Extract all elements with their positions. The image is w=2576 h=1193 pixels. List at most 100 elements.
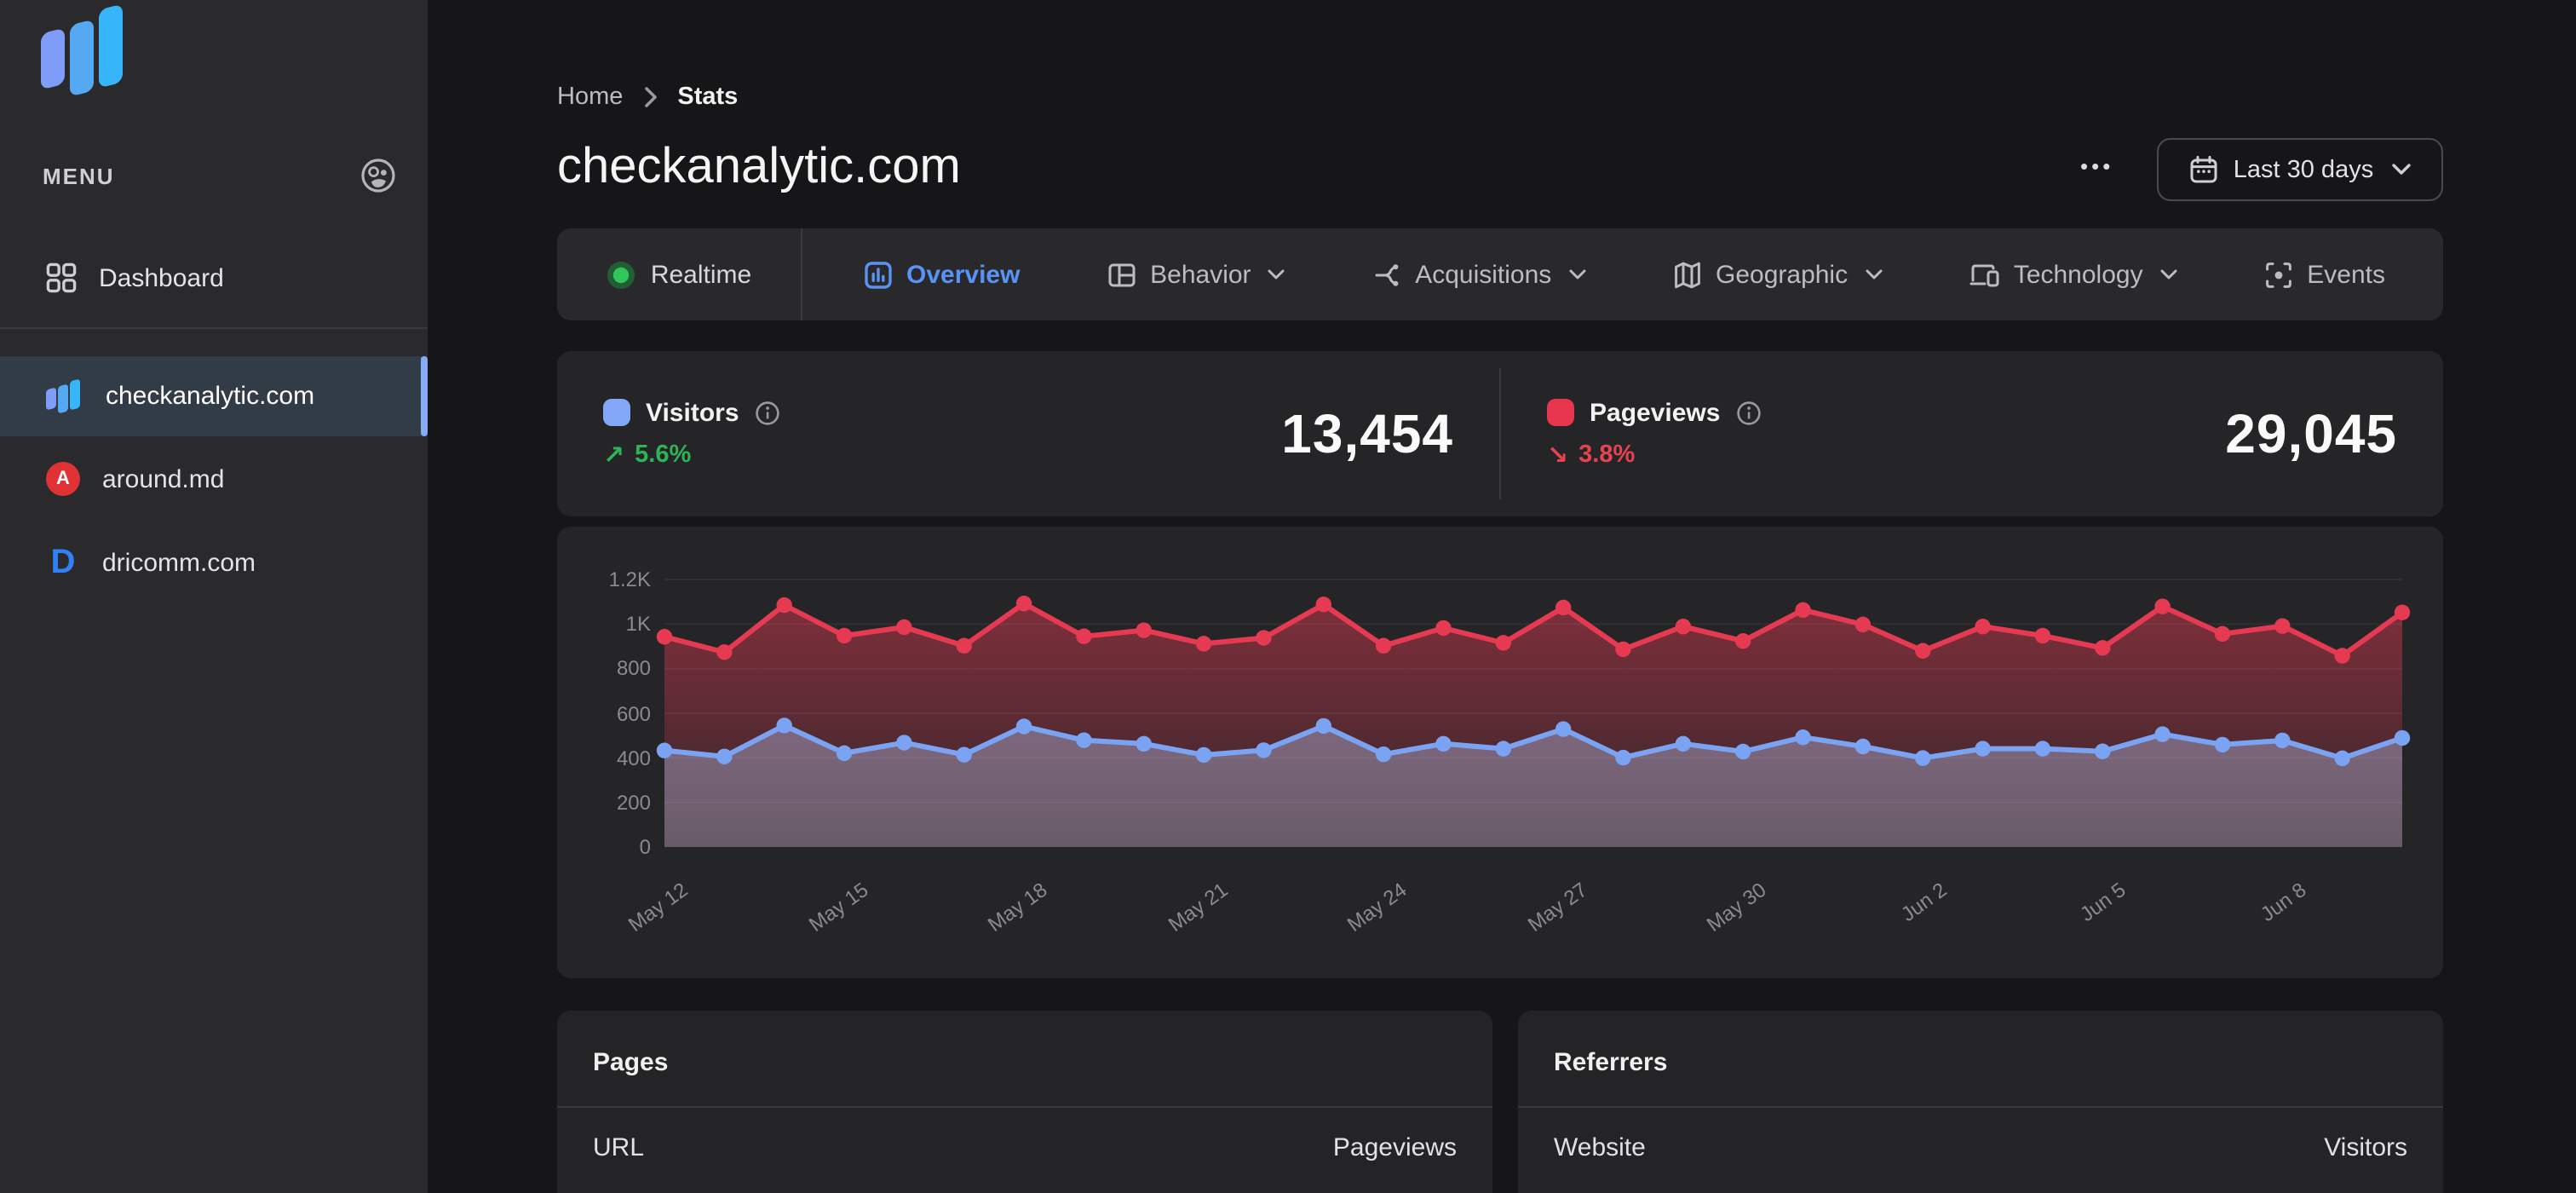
geographic-map-icon [1675,261,1700,288]
chevron-down-icon [1865,269,1882,280]
x-tick-label: May 27 [1522,878,1591,937]
menu-label: MENU [43,163,115,188]
visitors-value: 13,454 [1281,402,1453,464]
y-tick-label: 1.2K [608,568,651,591]
x-tick-label: May 21 [1163,878,1232,937]
pages-panel-title: Pages [593,1048,669,1077]
info-icon[interactable] [1735,400,1761,425]
menu-header: MENU [43,153,397,198]
tab-events[interactable]: Events [2264,260,2385,289]
tab-acquisitions[interactable]: Acquisitions [1372,260,1585,289]
chart-x-axis: May 12 May 15 May 18 May 21 May 24 May 27 May … [624,854,2402,956]
acquisitions-branch-icon [1374,263,1398,285]
sidebar-site-around[interactable]: A around.md [0,440,428,518]
y-tick-label: 0 [639,835,651,859]
realtime-dot-icon [607,261,635,288]
date-range-button[interactable]: Last 30 days [2157,138,2443,201]
y-tick-label: 1K [625,612,651,637]
summary-stats-card: Visitors ↗ 5.6% 13,454 Pageviews [557,351,2443,516]
y-tick-label: 400 [616,746,651,770]
page-title: checkanalytic.com [557,140,961,194]
traffic-area-chart [656,579,2411,847]
x-tick-label: May 30 [1702,878,1771,937]
info-icon[interactable] [755,400,780,425]
visitors-stat: Visitors ↗ 5.6% 13,454 [557,351,1499,516]
pageviews-label: Pageviews [1590,398,1721,427]
tab-label: Realtime [650,260,752,289]
x-tick-label: May 24 [1343,878,1412,937]
tab-realtime[interactable]: Realtime [557,228,801,320]
site-label: checkanalytic.com [106,382,315,411]
referrers-panel-title: Referrers [1554,1048,1668,1077]
pages-col-url: URL [593,1133,645,1162]
breadcrumb: Home Stats [557,84,738,111]
chart-y-axis: 0 200 400 600 800 1K 1.2K [557,568,651,859]
overview-chart-icon [865,261,892,288]
y-tick-label: 200 [616,790,651,815]
stat-divider [1499,368,1501,499]
traffic-chart-card: 0 200 400 600 800 1K 1.2K May 12 Ma [557,527,2443,978]
sidebar-item-dashboard[interactable]: Dashboard [0,239,428,317]
chevron-down-icon [2392,164,2411,175]
visitors-label: Visitors [646,398,739,427]
chevron-down-icon [2160,269,2177,280]
tab-technology[interactable]: Technology [1969,260,2177,289]
pageviews-swatch [1547,399,1574,426]
pages-panel: Pages URL Pageviews [557,1011,1492,1193]
around-site-icon: A [46,462,80,496]
sidebar-divider [0,327,428,329]
date-range-label: Last 30 days [2233,156,2374,183]
site-label: around.md [102,464,225,493]
main-content: Home Stats checkanalytic.com ••• Last 30… [428,0,2576,1193]
tab-geographic[interactable]: Geographic [1673,260,1882,289]
selection-indicator [421,356,428,436]
x-tick-label: Jun 2 [1895,878,1951,927]
tab-behavior[interactable]: Behavior [1107,260,1285,289]
visitors-swatch [603,399,630,426]
technology-devices-icon [1969,263,1999,286]
breadcrumb-home-link[interactable]: Home [557,84,624,111]
x-tick-label: May 15 [803,878,872,937]
tab-label: Geographic [1716,260,1849,289]
x-tick-label: Jun 8 [2255,878,2310,927]
analytics-tabstrip: Realtime Overview Behavior [557,228,2443,320]
chevron-down-icon [1268,269,1285,280]
breadcrumb-chevron-icon [644,87,657,107]
trend-down-icon: ↘ [1547,439,1569,470]
sidebar-site-checkanalytic[interactable]: checkanalytic.com [0,356,428,436]
panel-divider [557,1106,1492,1108]
chevron-down-icon [1568,269,1585,280]
behavior-window-icon [1108,262,1136,286]
app-logo-icon [37,3,133,99]
breadcrumb-current: Stats [677,84,739,111]
referrers-col-website: Website [1554,1133,1646,1162]
pages-col-pageviews: Pageviews [1332,1133,1457,1162]
pageviews-value: 29,045 [2225,402,2397,464]
checkanalytic-site-icon [46,377,83,413]
tab-label: Technology [2013,260,2143,289]
x-tick-label: Jun 5 [2075,878,2130,927]
calendar-icon [2190,155,2217,183]
account-face-icon[interactable] [359,157,397,194]
site-label: dricomm.com [102,548,256,577]
sidebar: MENU Dashboard [0,0,428,1193]
x-tick-label: May 12 [624,878,693,937]
panel-divider [1518,1106,2443,1108]
pageviews-stat: Pageviews ↘ 3.8% 29,045 [1501,351,2443,516]
sidebar-site-dricomm[interactable]: D dricomm.com [0,523,428,602]
sidebar-item-label: Dashboard [99,263,224,292]
referrers-col-visitors: Visitors [2324,1133,2407,1162]
tab-label: Acquisitions [1415,260,1552,289]
dricomm-site-icon: D [50,543,76,580]
tab-overview[interactable]: Overview [864,260,1020,289]
dashboard-grid-icon [46,262,77,293]
x-tick-label: May 18 [983,878,1052,937]
tab-label: Events [2307,260,2385,289]
y-tick-label: 600 [616,701,651,725]
pageviews-change: ↘ 3.8% [1547,439,1636,470]
trend-up-icon: ↗ [603,439,625,470]
tab-label: Overview [906,260,1021,289]
visitors-change: ↗ 5.6% [603,439,692,470]
more-options-button[interactable]: ••• [2080,153,2114,179]
